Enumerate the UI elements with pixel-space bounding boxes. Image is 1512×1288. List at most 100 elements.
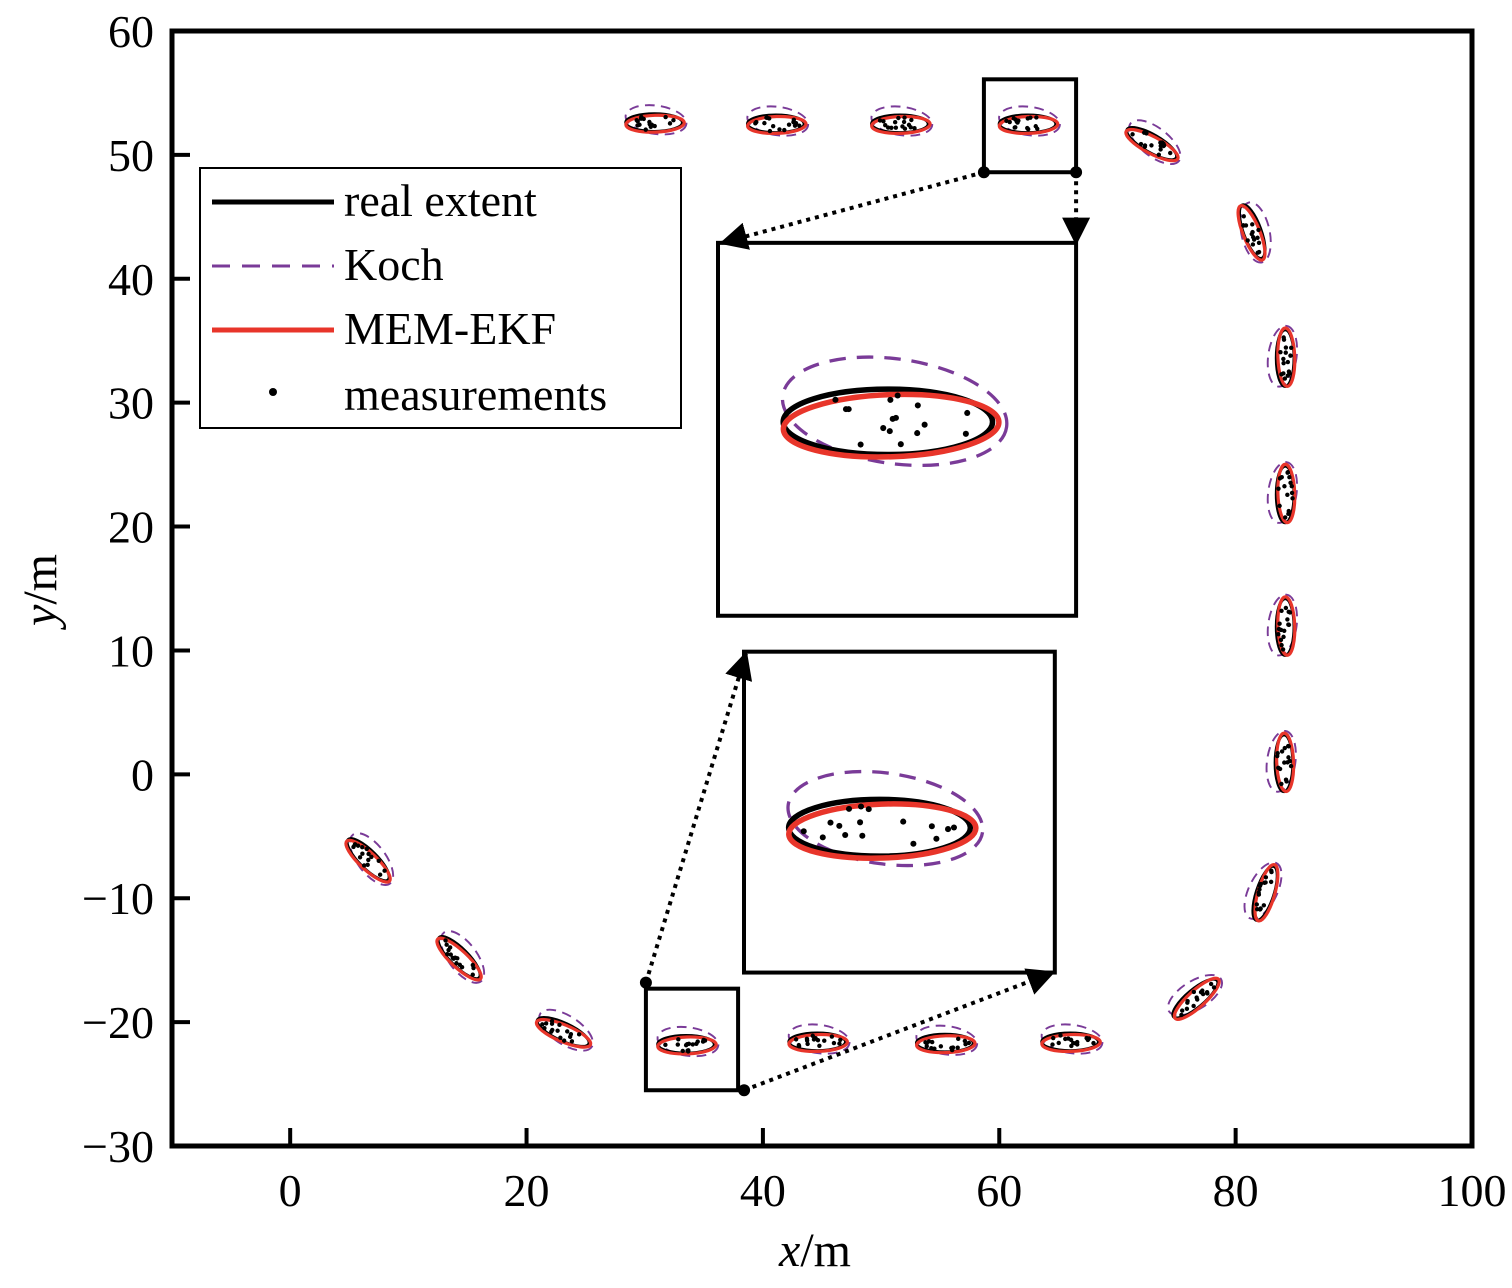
measurement-point — [1051, 1035, 1056, 1041]
measurement-point — [635, 123, 640, 128]
measurement-point — [901, 119, 907, 125]
measurement-point — [893, 125, 899, 130]
measurement-point — [793, 120, 799, 126]
extent-group — [1040, 1023, 1104, 1055]
measurement-point — [764, 115, 769, 120]
measurement-point — [924, 1040, 930, 1046]
measurement-point — [1282, 484, 1287, 489]
measurement-point — [1284, 779, 1289, 784]
measurement-point — [369, 854, 374, 860]
extent-group — [534, 1008, 594, 1052]
measurement-point — [962, 1038, 968, 1044]
measurement-point — [914, 430, 921, 437]
mem-ekf-extent — [624, 113, 686, 134]
measurement-point — [360, 851, 365, 856]
measurement-point — [1277, 476, 1283, 481]
measurement-point — [1184, 1006, 1190, 1012]
extent-group — [344, 832, 395, 886]
measurement-point — [568, 1031, 574, 1037]
inset-source-box — [643, 986, 741, 1093]
measurement-point — [565, 1029, 570, 1034]
measurement-point — [377, 872, 383, 877]
measurement-point — [647, 121, 652, 127]
y-tick-label: −10 — [82, 873, 154, 924]
measurement-point — [892, 120, 898, 125]
measurement-point — [1033, 124, 1038, 129]
measurement-point — [1241, 223, 1246, 228]
measurement-point — [1245, 238, 1250, 243]
koch-extent — [746, 105, 810, 137]
measurement-point — [1256, 227, 1261, 233]
measurement-point — [1288, 763, 1294, 769]
measurement-point — [1279, 608, 1284, 614]
mem-ekf-extent — [1276, 326, 1297, 388]
measurement-point — [777, 127, 782, 132]
y-tick-label: 30 — [108, 378, 154, 429]
measurement-point — [1204, 990, 1210, 995]
mem-ekf-extent — [914, 1034, 977, 1055]
measurement-point — [470, 972, 475, 977]
measurement-point — [796, 1043, 802, 1049]
legend-label-mem: MEM-EKF — [344, 303, 556, 354]
measurement-point — [877, 118, 883, 123]
measurement-point — [837, 1041, 842, 1046]
measurement-point — [365, 862, 370, 868]
measurement-point — [1251, 237, 1257, 242]
measurement-point — [881, 118, 886, 124]
measurement-point — [1063, 1036, 1068, 1042]
measurement-point — [680, 1048, 685, 1054]
legend-label-real: real extent — [344, 175, 537, 226]
measurement-point — [1156, 152, 1162, 157]
measurement-point — [902, 126, 908, 131]
x-tick-label: 80 — [1213, 1165, 1259, 1216]
mem-ekf-extent — [1276, 462, 1297, 525]
measurement-point — [1288, 480, 1293, 486]
measurement-point — [451, 956, 456, 961]
measurement-point — [455, 956, 460, 961]
x-tick-label: 0 — [279, 1165, 302, 1216]
measurement-point — [1254, 902, 1259, 907]
measurement-point — [1286, 755, 1291, 760]
measurement-point — [1289, 490, 1295, 496]
measurement-point — [786, 122, 792, 127]
mem-ekf-extent — [1124, 127, 1180, 163]
measurement-point — [813, 1036, 818, 1041]
extent-group — [1167, 974, 1224, 1021]
measurement-point — [1286, 609, 1291, 615]
measurement-point — [1257, 883, 1263, 889]
measurement-point — [842, 832, 849, 839]
extent-group — [1265, 729, 1297, 794]
extent-group — [914, 1024, 979, 1056]
measurement-point — [1285, 359, 1291, 365]
measurement-point — [569, 1039, 575, 1044]
measurement-point — [448, 952, 453, 957]
y-axis-unit: /m — [14, 554, 67, 605]
measurement-point — [805, 1041, 810, 1047]
measurement-point — [912, 125, 917, 131]
x-tick-label: 100 — [1438, 1165, 1507, 1216]
measurement-point — [770, 123, 776, 129]
measurement-point — [1283, 350, 1288, 355]
measurement-point — [1278, 637, 1284, 643]
x-tick-label: 60 — [976, 1165, 1022, 1216]
measurement-point — [1050, 1042, 1055, 1047]
measurement-point — [663, 114, 668, 120]
measurement-point — [897, 441, 904, 448]
mem-ekf-extent — [1040, 1032, 1102, 1054]
measurement-point — [921, 421, 928, 428]
legend-label-koch: Koch — [344, 239, 444, 290]
measurement-point — [889, 415, 896, 422]
measurement-point — [1034, 115, 1039, 120]
measurement-point — [471, 965, 476, 971]
measurement-point — [1075, 1042, 1080, 1047]
measurement-point — [444, 942, 449, 947]
measurement-point — [906, 122, 912, 128]
measurement-point — [929, 1045, 934, 1051]
measurement-point — [1276, 626, 1282, 632]
measurement-point — [351, 844, 356, 850]
measurement-point — [1056, 1040, 1061, 1046]
measurement-point — [832, 396, 839, 403]
measurement-point — [1025, 125, 1030, 131]
y-tick-label: 0 — [131, 749, 154, 800]
measurement-point — [443, 938, 448, 943]
